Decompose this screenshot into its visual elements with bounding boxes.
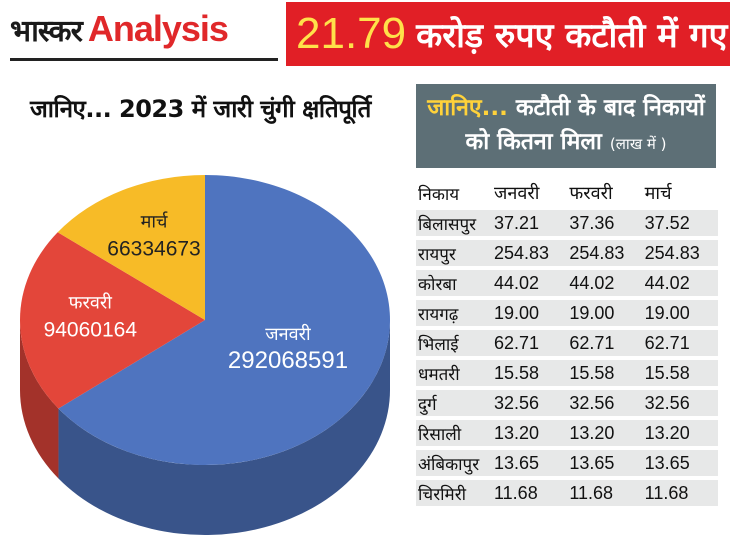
value-cell: 13.65 [492, 450, 568, 476]
table-row: अंबिकापुर 13.65 13.65 13.65 [416, 450, 718, 476]
headline-banner: 21.79 करोड़ रुपए कटौती में गए [286, 2, 730, 66]
brand-hindi: भास्कर [10, 14, 83, 49]
brand-logo: भास्कर Analysis [10, 8, 229, 56]
body-name-cell: भिलाई [416, 330, 492, 356]
table-heading-rest: कटौती के बाद निकायों [515, 95, 705, 121]
value-cell: 13.20 [642, 420, 718, 446]
table-row: भिलाई 62.71 62.71 62.71 [416, 330, 718, 356]
table-row: रिसाली 13.20 13.20 13.20 [416, 420, 718, 446]
value-cell: 254.83 [567, 240, 643, 266]
table-row: रायगढ़ 19.00 19.00 19.00 [416, 300, 718, 326]
pie-slice-1 [20, 232, 206, 409]
pie-slice-side-1 [19, 320, 59, 479]
value-cell: 32.56 [492, 390, 568, 416]
body-name-cell: रायपुर [416, 240, 492, 266]
body-name-cell: रायगढ़ [416, 300, 492, 326]
table-row: कोरबा 44.02 44.02 44.02 [416, 270, 718, 296]
headline-number: 21.79 [296, 9, 407, 58]
body-name-cell: चिरमिरी [416, 480, 492, 506]
value-cell: 32.56 [642, 390, 718, 416]
data-table: निकाय जनवरी फरवरी मार्च बिलासपुर 37.21 37.… [416, 176, 718, 510]
value-cell: 15.58 [492, 360, 568, 386]
value-cell: 254.83 [492, 240, 568, 266]
value-cell: 44.02 [492, 270, 568, 296]
table-row: बिलासपुर 37.21 37.36 37.52 [416, 210, 718, 236]
value-cell: 15.58 [642, 360, 718, 386]
pie-slice-value: 94060164 [44, 318, 138, 341]
value-cell: 13.65 [567, 450, 643, 476]
table-heading-line2: को कितना मिला [465, 129, 602, 155]
table-row: रायपुर 254.83 254.83 254.83 [416, 240, 718, 266]
pie-slice-2 [57, 175, 206, 320]
value-cell: 254.83 [642, 240, 718, 266]
body-name-cell: बिलासपुर [416, 210, 492, 236]
column-header-jan: जनवरी [494, 183, 540, 203]
pie-slice-label: जनवरी [265, 323, 311, 345]
value-cell: 44.02 [567, 270, 643, 296]
value-cell: 13.20 [492, 420, 568, 446]
value-cell: 37.36 [567, 210, 643, 236]
pie-slice-0 [58, 175, 391, 466]
body-name-cell: दुर्ग [416, 390, 492, 416]
table-heading-highlight: जानिए... [427, 95, 508, 121]
body-name-cell: कोरबा [416, 270, 492, 296]
pie-slice-value: 66334673 [107, 237, 200, 260]
column-header-body: निकाय [418, 184, 460, 205]
body-name-cell: धमतरी [416, 360, 492, 386]
column-header-mar: मार्च [644, 183, 672, 203]
table-header-row: निकाय जनवरी फरवरी मार्च [416, 180, 718, 206]
value-cell: 11.68 [567, 480, 643, 506]
value-cell: 15.58 [567, 360, 643, 386]
table-row: चिरमिरी 11.68 11.68 11.68 [416, 480, 718, 506]
value-cell: 19.00 [492, 300, 568, 326]
value-cell: 37.52 [642, 210, 718, 236]
brand-underline [10, 58, 278, 61]
value-cell: 11.68 [492, 480, 568, 506]
value-cell: 11.68 [642, 480, 718, 506]
body-name-cell: रिसाली [416, 420, 492, 446]
value-cell: 19.00 [567, 300, 643, 326]
value-cell: 62.71 [642, 330, 718, 356]
pie-chart-title: जानिए... 2023 में जारी चुंगी क्षतिपूर्ति [30, 95, 371, 123]
value-cell: 62.71 [567, 330, 643, 356]
pie-slice-value: 292068591 [228, 347, 348, 374]
brand-analysis: Analysis [87, 8, 229, 49]
table-row: दुर्ग 32.56 32.56 32.56 [416, 390, 718, 416]
table-body: बिलासपुर 37.21 37.36 37.52 रायपुर 254.83 254.8… [416, 210, 718, 506]
pie-slice-label: मार्च [141, 210, 169, 232]
table-heading: जानिए... कटौती के बाद निकायों को कितना म… [416, 84, 716, 168]
column-header-feb: फरवरी [569, 183, 613, 203]
pie-slice-side-0 [58, 320, 390, 535]
value-cell: 44.02 [642, 270, 718, 296]
value-cell: 62.71 [492, 330, 568, 356]
pie-slice-label: फरवरी [69, 291, 113, 313]
table-row: धमतरी 15.58 15.58 15.58 [416, 360, 718, 386]
value-cell: 37.21 [492, 210, 568, 236]
headline-text: करोड़ रुपए कटौती में गए [416, 16, 728, 56]
body-name-cell: अंबिकापुर [416, 450, 492, 476]
pie-chart: जनवरी292068591 फरवरी 94060164 मार्च 66334673 [19, 175, 391, 535]
value-cell: 32.56 [567, 390, 643, 416]
value-cell: 19.00 [642, 300, 718, 326]
table-unit: (लाख में ) [609, 135, 667, 153]
value-cell: 13.65 [642, 450, 718, 476]
value-cell: 13.20 [567, 420, 643, 446]
